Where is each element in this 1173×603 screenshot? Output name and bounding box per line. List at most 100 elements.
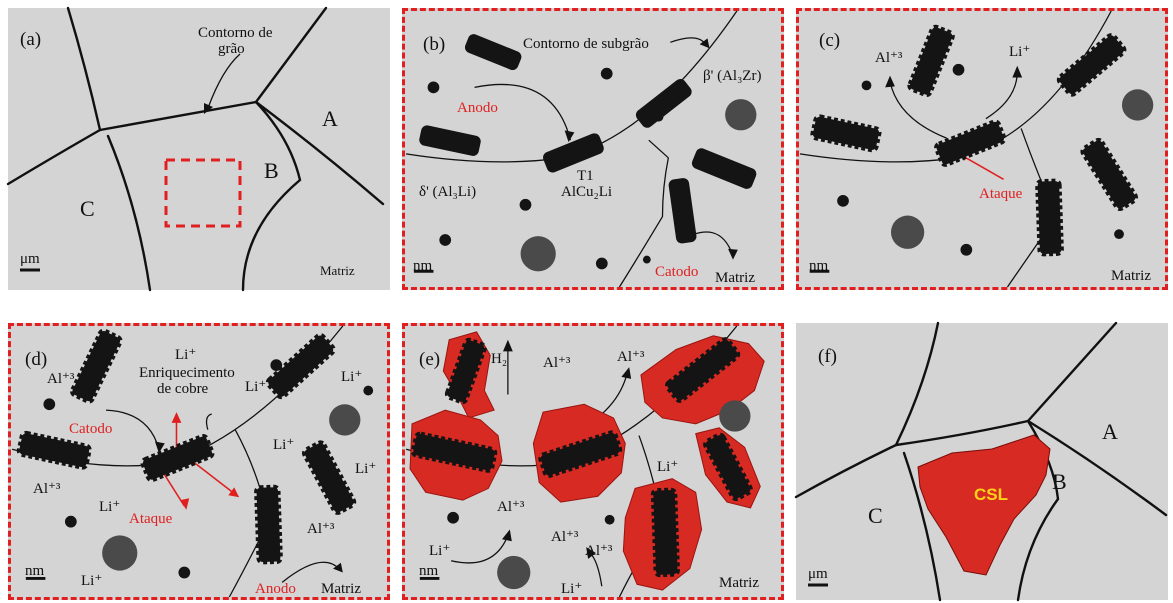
corroding-precipitate (70, 328, 123, 404)
arrowhead (180, 498, 190, 510)
migration-arrow (985, 71, 1018, 120)
delta-particle (363, 385, 374, 396)
corroding-precipitate (1080, 137, 1139, 211)
panel-e: (e) H₂ Al⁺³ Al⁺³ Li⁺ Al⁺³ Li⁺ Al⁺³ Al⁺³ … (402, 323, 784, 600)
csl-region (917, 434, 1051, 576)
arrowhead (204, 103, 213, 114)
arrowhead (228, 487, 240, 498)
precipitate-t1 (543, 133, 604, 173)
grain-boundary (66, 6, 102, 132)
anode-arrow (474, 83, 572, 141)
boundary-label: Contorno de (198, 25, 273, 41)
corroding-precipitate (934, 119, 1007, 167)
delta-particle (604, 514, 615, 525)
corroding-precipitate (254, 484, 283, 565)
corroding-precipitate (1035, 178, 1064, 257)
arrowhead (586, 547, 596, 559)
migration-arrow (451, 535, 509, 564)
enrichment-label: Enriquecimento (139, 365, 235, 381)
corroding-precipitate (1056, 33, 1127, 97)
t1-label: T1 (577, 168, 594, 184)
grain-a-label: A (322, 106, 338, 131)
arrowhead (699, 38, 710, 49)
subgrain-boundary (618, 157, 669, 288)
panel-tag: (b) (423, 34, 446, 55)
arrowhead (154, 441, 165, 454)
aluminium-ion-label: Al⁺³ (497, 499, 525, 515)
delta-particle (519, 198, 532, 211)
panel-c: (c) Al⁺³ Li⁺ Ataque Matriz nm (796, 8, 1168, 290)
grain-boundary (6, 128, 102, 186)
delta-particle (952, 63, 965, 76)
panel-c-drawing (799, 10, 1154, 288)
arrowhead (885, 75, 895, 88)
lithium-ion-label: Li⁺ (1009, 44, 1031, 60)
delta-particle (439, 234, 452, 246)
delta-particle (861, 80, 872, 91)
precipitate-t1 (668, 178, 697, 244)
panel-a-drawing (6, 6, 385, 292)
anode-label: Anodo (255, 581, 296, 597)
hydrogen-label: H₂ (491, 351, 508, 367)
delta-particle (595, 257, 608, 270)
arrowhead (728, 248, 738, 260)
corroding-precipitate (665, 337, 741, 403)
grain-c-label: C (80, 196, 95, 221)
panel-d-drawing (11, 325, 374, 598)
grain-boundary (894, 419, 1030, 447)
cathode-label: Catodo (69, 421, 113, 437)
panel-tag: (a) (20, 29, 42, 50)
delta-particle (270, 359, 283, 372)
delta-particle (1114, 229, 1124, 240)
subgrain-arrow (670, 37, 707, 45)
corroding-precipitate (140, 434, 215, 483)
delta-particle (653, 111, 664, 122)
attack-label: Ataque (979, 186, 1023, 202)
lithium-ion-label: Li⁺ (355, 461, 377, 477)
panel-f: (f) A B C CSL μm (794, 321, 1168, 602)
anode-arrow (281, 561, 340, 583)
matrix-label: Matriz (715, 270, 755, 286)
attack-label: Ataque (129, 511, 173, 527)
panel-f-drawing (794, 321, 1168, 602)
scale-label: nm (809, 258, 829, 274)
corroding-precipitate (907, 24, 955, 98)
panel-d: (d) Al⁺³ Li⁺ Enriquecimento de cobre Li⁺… (8, 323, 390, 600)
boundary-arrow (207, 53, 241, 109)
lithium-ion-label: Li⁺ (429, 543, 451, 559)
scale-label: nm (419, 563, 439, 579)
grain-b-label: B (264, 158, 279, 183)
corroding-precipitate (410, 431, 498, 473)
delta-particle (642, 255, 651, 264)
beta-dispersoid (520, 236, 556, 272)
corroding-precipitate (650, 487, 680, 578)
aluminium-ion-label: Al⁺³ (307, 521, 335, 537)
scale-label: nm (25, 563, 45, 579)
migration-arrow (889, 81, 948, 139)
enrichment-label: de cobre (157, 381, 209, 397)
arrowhead (1012, 65, 1023, 78)
panel-tag: (e) (419, 349, 441, 370)
precipitate-t1 (691, 148, 757, 189)
grain-boundary (254, 100, 385, 206)
beta-dispersoid (719, 400, 751, 432)
subgrain-label: Contorno de subgrão (523, 36, 649, 52)
panel-tag: (f) (818, 346, 837, 367)
beta-dispersoid (329, 404, 361, 436)
aluminium-ion-label: Al⁺³ (585, 543, 613, 559)
lithium-ion-label: Li⁺ (561, 581, 583, 597)
grain-c-label: C (868, 503, 883, 528)
aluminium-ion-label: Al⁺³ (543, 355, 571, 371)
corroding-precipitate (265, 333, 336, 400)
enrichment-arrow (205, 413, 212, 430)
arrowhead (564, 130, 575, 143)
arrowhead (171, 412, 182, 423)
beta-dispersoid (102, 535, 138, 571)
beta-dispersoid (497, 555, 531, 590)
delta-particle (447, 511, 459, 524)
scale-label: μm (20, 251, 40, 267)
cathode-label: Catodo (655, 264, 699, 280)
zoom-region (164, 158, 242, 228)
corroding-precipitate (444, 337, 487, 405)
grain-boundary (98, 100, 258, 132)
